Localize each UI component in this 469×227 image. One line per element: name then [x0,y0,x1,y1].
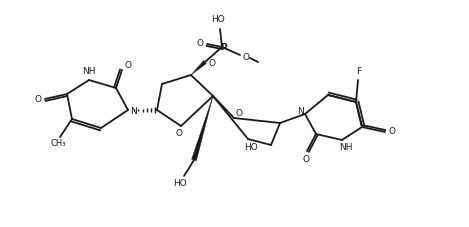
Text: F: F [356,67,362,76]
Text: O: O [35,94,41,104]
Text: CH₃: CH₃ [50,140,66,148]
Text: N: N [129,106,136,116]
Text: NH: NH [82,67,96,76]
Text: HO: HO [244,143,258,153]
Text: O: O [388,128,395,136]
Text: O: O [242,54,250,62]
Text: P: P [219,42,227,52]
Text: HO: HO [211,15,225,25]
Text: O: O [209,59,215,67]
Polygon shape [192,96,213,161]
Text: O: O [235,109,242,118]
Text: NH: NH [339,143,353,151]
Text: O: O [303,155,310,163]
Text: O: O [197,39,204,47]
Text: HO: HO [173,178,187,188]
Polygon shape [191,61,206,75]
Text: O: O [124,62,131,71]
Text: N: N [296,108,303,116]
Text: O: O [175,129,182,138]
